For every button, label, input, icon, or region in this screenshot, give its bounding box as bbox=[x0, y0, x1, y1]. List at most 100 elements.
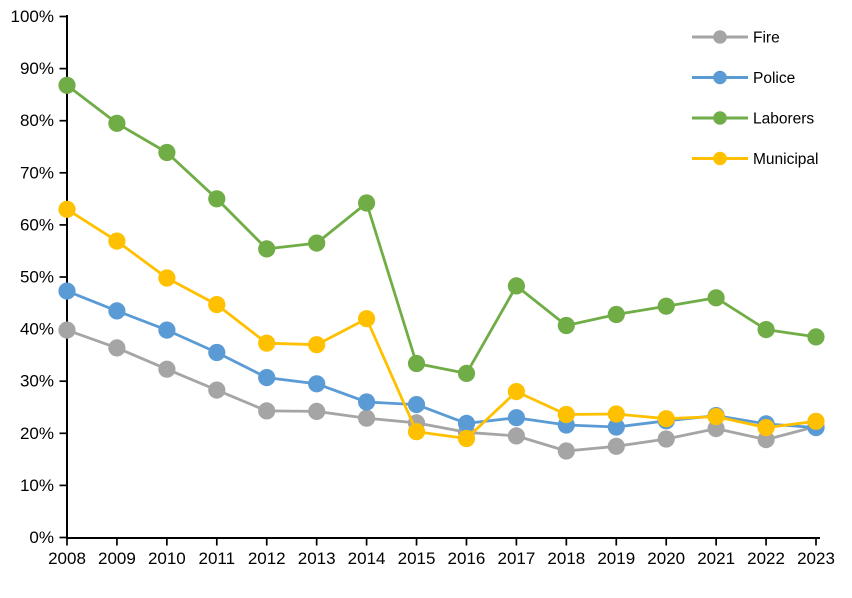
legend-item-police: Police bbox=[692, 70, 795, 87]
data-point-fire bbox=[507, 427, 525, 445]
data-point-laborers bbox=[807, 328, 825, 346]
x-tick-label: 2011 bbox=[199, 549, 236, 568]
data-point-fire bbox=[757, 431, 775, 449]
x-tick-label: 2010 bbox=[148, 549, 186, 568]
axes: 0%10%20%30%40%50%60%70%80%90%100%2008 200… bbox=[11, 7, 835, 568]
data-point-municipal bbox=[308, 336, 326, 354]
legend-marker-dot bbox=[713, 30, 727, 44]
data-point-municipal bbox=[757, 419, 775, 437]
data-point-municipal bbox=[258, 334, 276, 352]
series-municipal bbox=[58, 200, 825, 448]
data-point-municipal bbox=[58, 200, 76, 218]
data-point-fire bbox=[557, 442, 575, 460]
series-line-municipal bbox=[65, 207, 818, 440]
data-point-laborers bbox=[557, 316, 575, 335]
series-line-fire bbox=[65, 328, 818, 453]
y-tick-label: 60% bbox=[20, 215, 54, 234]
series-fire bbox=[58, 321, 825, 460]
data-point-laborers bbox=[757, 321, 775, 339]
data-point-police bbox=[158, 321, 176, 339]
x-tick-label: 2022 bbox=[747, 549, 785, 568]
data-point-fire bbox=[358, 409, 376, 427]
x-tick-label: 2014 bbox=[348, 549, 386, 568]
data-point-fire bbox=[58, 321, 76, 339]
data-point-municipal bbox=[457, 429, 476, 448]
data-point-laborers bbox=[308, 234, 326, 252]
data-point-fire bbox=[208, 381, 226, 399]
data-point-laborers bbox=[108, 114, 126, 132]
legend-label: Laborers bbox=[753, 111, 814, 128]
data-point-police bbox=[358, 393, 376, 411]
legend-marker-dot bbox=[713, 111, 727, 125]
data-point-municipal bbox=[407, 423, 426, 441]
y-tick-label: 30% bbox=[20, 372, 54, 391]
x-tick-label: 2009 bbox=[98, 549, 136, 568]
data-point-police bbox=[258, 369, 276, 387]
data-point-laborers bbox=[407, 354, 426, 373]
data-point-police bbox=[457, 414, 476, 432]
x-tick-label: 2019 bbox=[597, 549, 635, 568]
data-point-municipal bbox=[507, 383, 525, 401]
data-point-laborers bbox=[58, 76, 76, 94]
x-tick-label: 2021 bbox=[697, 549, 735, 568]
data-point-fire bbox=[657, 430, 675, 448]
data-point-police bbox=[407, 396, 426, 414]
legend-label: Municipal bbox=[753, 151, 818, 168]
x-tick-label: 2012 bbox=[248, 549, 286, 568]
data-point-police bbox=[308, 375, 326, 393]
legend-marker-dot bbox=[713, 151, 727, 166]
data-point-fire bbox=[308, 402, 326, 420]
x-tick-label: 2020 bbox=[647, 549, 685, 568]
x-axis-ticks: 2008 2009 2010 2011 2012 2013 2014 2015 2016 2017… bbox=[48, 538, 835, 568]
x-tick-label: 2013 bbox=[298, 549, 336, 568]
data-point-municipal bbox=[358, 310, 376, 328]
data-point-fire bbox=[158, 360, 176, 378]
y-tick-label: 50% bbox=[20, 268, 54, 287]
data-point-municipal bbox=[208, 296, 226, 314]
data-point-laborers bbox=[158, 143, 176, 162]
legend-item-municipal: Municipal bbox=[692, 151, 818, 168]
y-tick-label: 0% bbox=[29, 528, 54, 547]
data-point-municipal bbox=[607, 405, 625, 423]
data-point-laborers bbox=[258, 240, 276, 258]
data-point-municipal bbox=[807, 412, 825, 430]
data-point-municipal bbox=[707, 408, 725, 426]
data-point-laborers bbox=[657, 297, 675, 315]
data-point-police bbox=[607, 418, 625, 436]
data-point-municipal bbox=[657, 410, 675, 428]
data-point-laborers bbox=[607, 305, 625, 324]
data-point-police bbox=[208, 343, 226, 362]
y-tick-label: 40% bbox=[20, 320, 54, 339]
data-point-fire bbox=[607, 437, 625, 455]
y-tick-label: 80% bbox=[20, 111, 54, 130]
x-tick-label: 2018 bbox=[547, 549, 585, 568]
x-tick-label: 2016 bbox=[448, 549, 486, 568]
legend-marker-dot bbox=[713, 70, 727, 85]
data-point-laborers bbox=[707, 289, 725, 307]
x-tick-label: 2017 bbox=[497, 549, 535, 568]
data-point-police bbox=[108, 302, 126, 320]
legend-item-laborers: Laborers bbox=[692, 111, 814, 128]
x-tick-label: 2023 bbox=[797, 549, 835, 568]
legend: Fire Police Laborers Municipal bbox=[692, 30, 818, 168]
data-point-municipal bbox=[158, 269, 176, 287]
data-point-municipal bbox=[557, 405, 575, 424]
legend-label: Fire bbox=[753, 30, 780, 47]
y-tick-label: 90% bbox=[20, 59, 54, 78]
data-point-fire bbox=[258, 402, 276, 420]
data-point-laborers bbox=[507, 277, 525, 295]
series-line-laborers bbox=[65, 83, 818, 375]
x-tick-label: 2015 bbox=[398, 549, 436, 568]
data-point-police bbox=[507, 409, 525, 427]
data-point-police bbox=[58, 282, 76, 300]
legend-item-fire: Fire bbox=[692, 30, 780, 47]
legend-label: Police bbox=[753, 70, 795, 87]
data-point-laborers bbox=[208, 190, 226, 208]
x-tick-label: 2008 bbox=[48, 549, 86, 568]
y-tick-label: 20% bbox=[20, 424, 54, 443]
y-tick-label: 10% bbox=[20, 476, 54, 495]
y-tick-label: 70% bbox=[20, 163, 54, 182]
series-line-police bbox=[65, 289, 818, 429]
